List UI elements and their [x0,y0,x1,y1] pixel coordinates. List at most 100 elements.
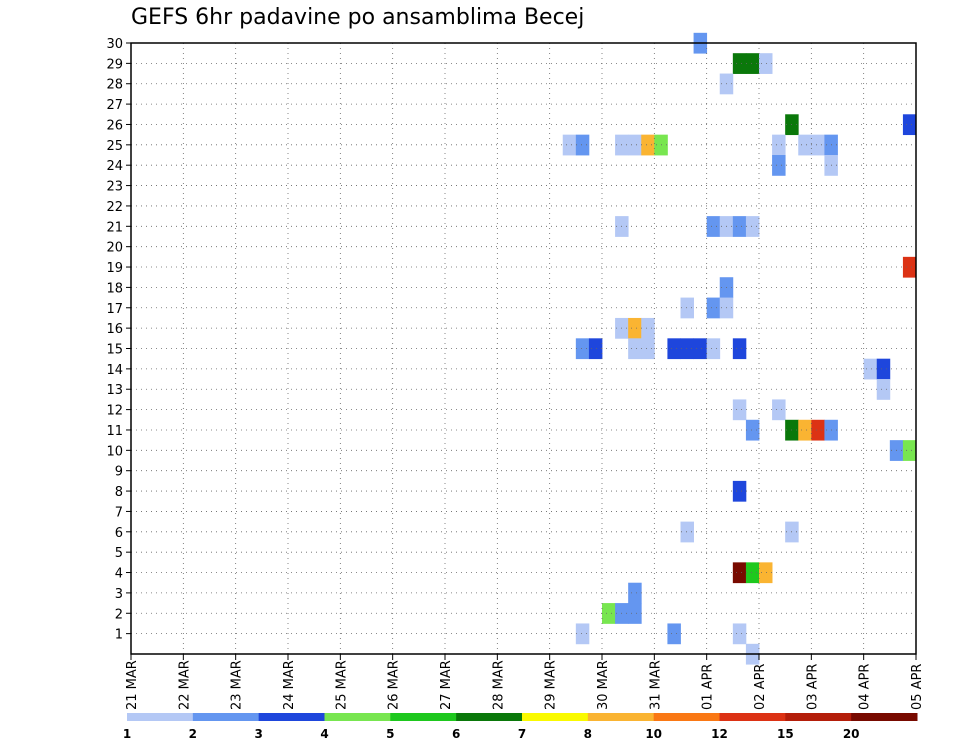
colorbar-swatch [390,713,457,721]
colorbar-swatch [456,713,523,721]
heatmap-cell [680,338,694,360]
heatmap-cell [628,603,642,624]
heatmap-cell [667,338,681,360]
heatmap-cell [706,297,721,319]
y-tick-label: 22 [106,200,123,215]
colorbar-swatch [785,713,852,721]
heatmap-cell [732,53,747,74]
heatmap-cell [588,338,603,360]
heatmap-cell [811,134,825,156]
colorbar-swatch [719,713,786,721]
heatmap-cell [811,419,825,441]
colorbar-label: 7 [518,727,526,741]
colorbar-label: 20 [843,727,860,741]
colorbar-swatch [587,713,655,721]
y-tick-label: 29 [106,57,123,72]
colorbar-label: 10 [645,727,662,741]
y-axis: 1234567891011121314151617181920212223242… [106,37,131,643]
x-tick-label: 27 MAR [439,660,454,710]
y-tick-label: 11 [106,424,123,439]
y-tick-label: 25 [106,139,123,154]
colorbar-label: 8 [584,727,592,741]
colorbar-label: 2 [189,727,197,741]
y-tick-label: 14 [106,363,123,378]
x-tick-label: 30 MAR [596,660,611,710]
colorbar-swatch [127,713,194,721]
colorbar-swatch [522,713,589,721]
heatmap-cell [745,419,760,441]
y-tick-label: 16 [106,322,123,337]
heatmap-cell [732,399,747,421]
heatmap-cell [745,216,760,237]
y-tick-label: 26 [106,118,123,133]
x-tick-label: 26 MAR [387,660,402,710]
colorbar-swatch [653,713,720,721]
y-tick-label: 7 [115,505,123,520]
heatmap-cell [745,562,760,584]
heatmap-cell [641,317,655,339]
y-tick-label: 10 [106,444,123,459]
x-tick-label: 25 MAR [334,660,349,710]
colorbar-label: 12 [711,727,728,741]
x-tick-label: 01 APR [701,664,716,710]
x-tick-label: 03 APR [805,664,820,710]
heatmap-cell [680,521,694,543]
y-tick-label: 24 [106,159,123,174]
x-tick-label: 05 APR [910,664,925,710]
y-tick-label: 9 [115,465,123,480]
heatmap-cell [641,338,655,360]
y-tick-label: 27 [106,98,123,113]
y-tick-label: 21 [106,220,123,235]
colorbar-swatch [324,713,391,721]
heatmap-cell [759,562,773,584]
y-tick-label: 17 [106,302,123,317]
colorbar-label: 1 [123,727,131,741]
heatmap-cell [667,623,681,645]
heatmap-cell [693,338,708,360]
y-tick-label: 2 [115,607,123,622]
heatmap-cell [902,440,917,461]
y-tick-label: 19 [106,261,123,276]
heatmap-cell [732,216,747,237]
colorbar-label: 3 [254,727,262,741]
x-tick-label: 22 MAR [177,660,192,710]
heatmap-cell [876,379,891,400]
chart-title: GEFS 6hr padavine po ansamblima Becej [131,5,585,30]
heatmap-cell [863,358,878,380]
colorbar-label: 6 [452,727,460,741]
x-tick-label: 04 APR [858,664,873,710]
heatmap-cell [732,623,747,645]
heatmap-cell [759,53,773,74]
y-tick-label: 12 [106,404,123,419]
heatmap-cell [732,338,747,360]
colorbar-label: 5 [386,727,394,741]
y-tick-label: 8 [115,485,123,500]
y-tick-label: 4 [115,567,123,582]
heatmap-cell [745,53,760,74]
colorbar-swatch [192,713,260,721]
heatmap-cell [641,134,655,156]
y-tick-label: 6 [115,526,123,541]
heatmap-cell [876,358,891,380]
y-tick-label: 1 [115,628,123,643]
heatmap-cell [575,338,590,360]
heatmap-cell [562,134,577,156]
heatmap-cell [772,134,786,156]
colorbar-label: 15 [777,727,794,741]
heatmap-cell [732,562,747,584]
colorbar-swatch [258,713,325,721]
y-tick-label: 23 [106,180,123,195]
y-tick-label: 5 [115,546,123,561]
heatmap-cell [628,134,642,156]
y-tick-label: 3 [115,587,123,602]
x-tick-label: 28 MAR [491,660,506,710]
colorbar-label: 4 [320,727,328,741]
x-tick-label: 23 MAR [230,660,245,710]
y-tick-label: 13 [106,383,123,398]
heatmap-cell [575,623,590,645]
heatmap-cell [628,582,642,604]
y-tick-label: 30 [106,37,123,52]
heatmap-cell [732,480,747,502]
y-tick-label: 18 [106,281,123,296]
